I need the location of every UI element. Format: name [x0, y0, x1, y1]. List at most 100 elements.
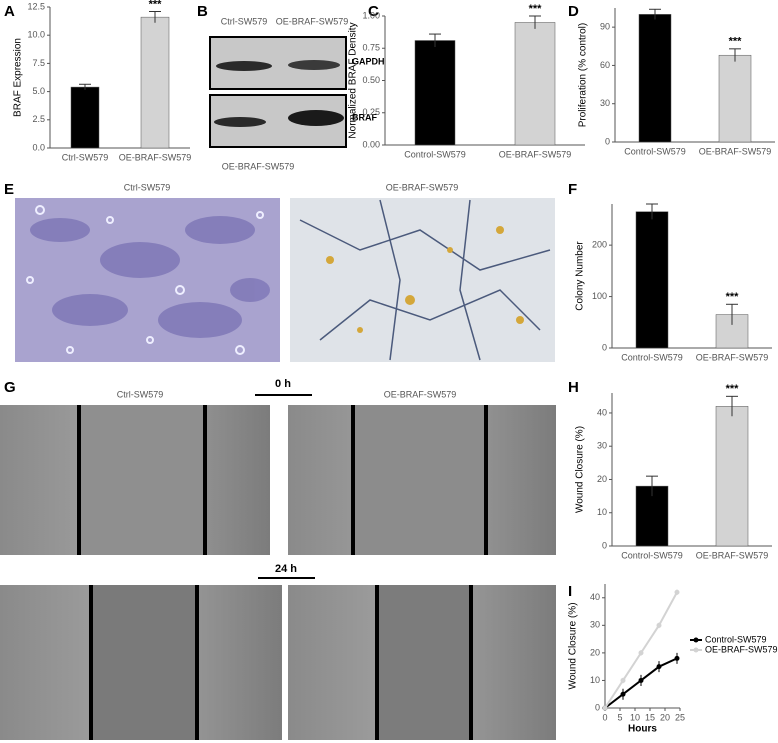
- panel-label: F: [568, 181, 577, 198]
- x-tick-label: 5: [617, 712, 622, 722]
- x-tick-label: OE-BRAF-SW579: [119, 152, 192, 162]
- y-tick-label: 2.5: [32, 114, 45, 124]
- y-tick-label: 100: [592, 291, 607, 301]
- y-axis-label: Wound Closure (%): [575, 426, 586, 513]
- wound-edge: [351, 405, 355, 555]
- x-tick-label: Ctrl-SW579: [62, 152, 109, 162]
- wound-gap: [92, 585, 197, 740]
- y-tick-label: 0.00: [362, 139, 380, 149]
- point: [656, 622, 662, 628]
- image-label: Ctrl-SW579: [124, 182, 171, 192]
- point: [620, 677, 626, 683]
- y-tick-label: 0: [602, 540, 607, 550]
- wound-gap: [378, 585, 470, 740]
- wound-edge: [469, 585, 473, 740]
- panel-label: E: [4, 181, 14, 198]
- image-label: Ctrl-SW579: [117, 389, 164, 399]
- y-tick-label: 30: [590, 620, 600, 630]
- y-tick-label: 20: [590, 647, 600, 657]
- y-tick-label: 200: [592, 240, 607, 250]
- wound-edge: [195, 585, 199, 740]
- x-tick-label: Control-SW579: [621, 352, 683, 362]
- y-tick-label: 0.0: [32, 142, 45, 152]
- y-axis-label: Wound Closure (%): [568, 602, 579, 689]
- legend-swatch: [693, 637, 699, 643]
- y-tick-label: 0.50: [362, 75, 380, 85]
- x-tick-label: Control-SW579: [404, 149, 466, 159]
- x-tick-label: 25: [675, 712, 685, 722]
- y-tick-label: 0.75: [362, 43, 380, 53]
- bar: [414, 40, 456, 146]
- panel-label: A: [4, 3, 15, 20]
- bar: [715, 406, 749, 547]
- image-label: OE-BRAF-SW579: [386, 182, 459, 192]
- wound-gap: [80, 405, 205, 555]
- bar: [718, 54, 752, 143]
- point: [638, 677, 644, 683]
- y-axis-label: Proliferation (% control): [578, 23, 589, 127]
- blot-band: [288, 110, 344, 126]
- blot-band: [288, 60, 340, 70]
- x-tick-label: Control-SW579: [624, 146, 686, 156]
- y-axis-label: Normalized BRAF Density: [348, 22, 359, 138]
- x-tick-label: OE-BRAF-SW579: [699, 146, 772, 156]
- point: [674, 589, 680, 595]
- lane-label: Ctrl-SW579: [221, 16, 268, 26]
- bar: [140, 16, 170, 149]
- micrograph-texture: [299, 199, 551, 361]
- significance: ***: [149, 0, 163, 10]
- point: [620, 691, 626, 697]
- x-tick-label: OE-BRAF-SW579: [696, 550, 769, 560]
- y-tick-label: 10: [590, 675, 600, 685]
- y-tick-label: 1.00: [362, 10, 380, 20]
- point: [656, 664, 662, 670]
- y-tick-label: 90: [600, 22, 610, 32]
- y-axis-label: Colony Number: [575, 241, 586, 311]
- line: [604, 591, 678, 709]
- y-tick-label: 0: [605, 136, 610, 146]
- panel-label: H: [568, 379, 579, 396]
- micrograph: [290, 198, 555, 362]
- panel-label: C: [368, 3, 379, 20]
- x-tick-label: 10: [630, 712, 640, 722]
- bar: [635, 211, 669, 349]
- y-tick-label: 12.5: [27, 1, 45, 11]
- x-tick-label: Control-SW579: [621, 550, 683, 560]
- lane-label: OE-BRAF-SW579: [276, 16, 349, 26]
- y-tick-label: 30: [597, 441, 607, 451]
- wound-edge: [484, 405, 488, 555]
- blot-band: [216, 61, 272, 71]
- y-tick-label: 10.0: [27, 30, 45, 40]
- y-tick-label: 0: [595, 702, 600, 712]
- y-tick-label: 0: [602, 342, 607, 352]
- time-label: 24 h: [275, 563, 297, 575]
- significance: ***: [726, 291, 740, 303]
- wound-edge: [375, 585, 379, 740]
- legend-label: OE-BRAF-SW579: [705, 644, 778, 654]
- band-label: BRAF: [352, 112, 377, 122]
- time-label: 0 h: [275, 378, 291, 390]
- micrograph-texture: [326, 226, 524, 333]
- panel-label: I: [568, 583, 572, 600]
- point: [674, 655, 680, 661]
- y-tick-label: 10: [597, 507, 607, 517]
- y-tick-label: 0.25: [362, 107, 380, 117]
- x-tick-label: OE-BRAF-SW579: [499, 149, 572, 159]
- significance: ***: [529, 3, 543, 15]
- wound-edge: [77, 405, 81, 555]
- image-label: OE-BRAF-SW579: [384, 389, 457, 399]
- blot-band: [214, 117, 266, 127]
- legend-swatch: [693, 647, 699, 653]
- y-tick-label: 20: [597, 474, 607, 484]
- wound-edge: [203, 405, 207, 555]
- blot-caption: OE-BRAF-SW579: [222, 161, 295, 171]
- x-tick-label: 15: [645, 712, 655, 722]
- wound-edge: [89, 585, 93, 740]
- y-tick-label: 5.0: [32, 86, 45, 96]
- point: [638, 650, 644, 656]
- y-tick-label: 60: [600, 60, 610, 70]
- panel-label: D: [568, 3, 579, 20]
- panel-label: B: [197, 3, 208, 20]
- y-tick-label: 7.5: [32, 58, 45, 68]
